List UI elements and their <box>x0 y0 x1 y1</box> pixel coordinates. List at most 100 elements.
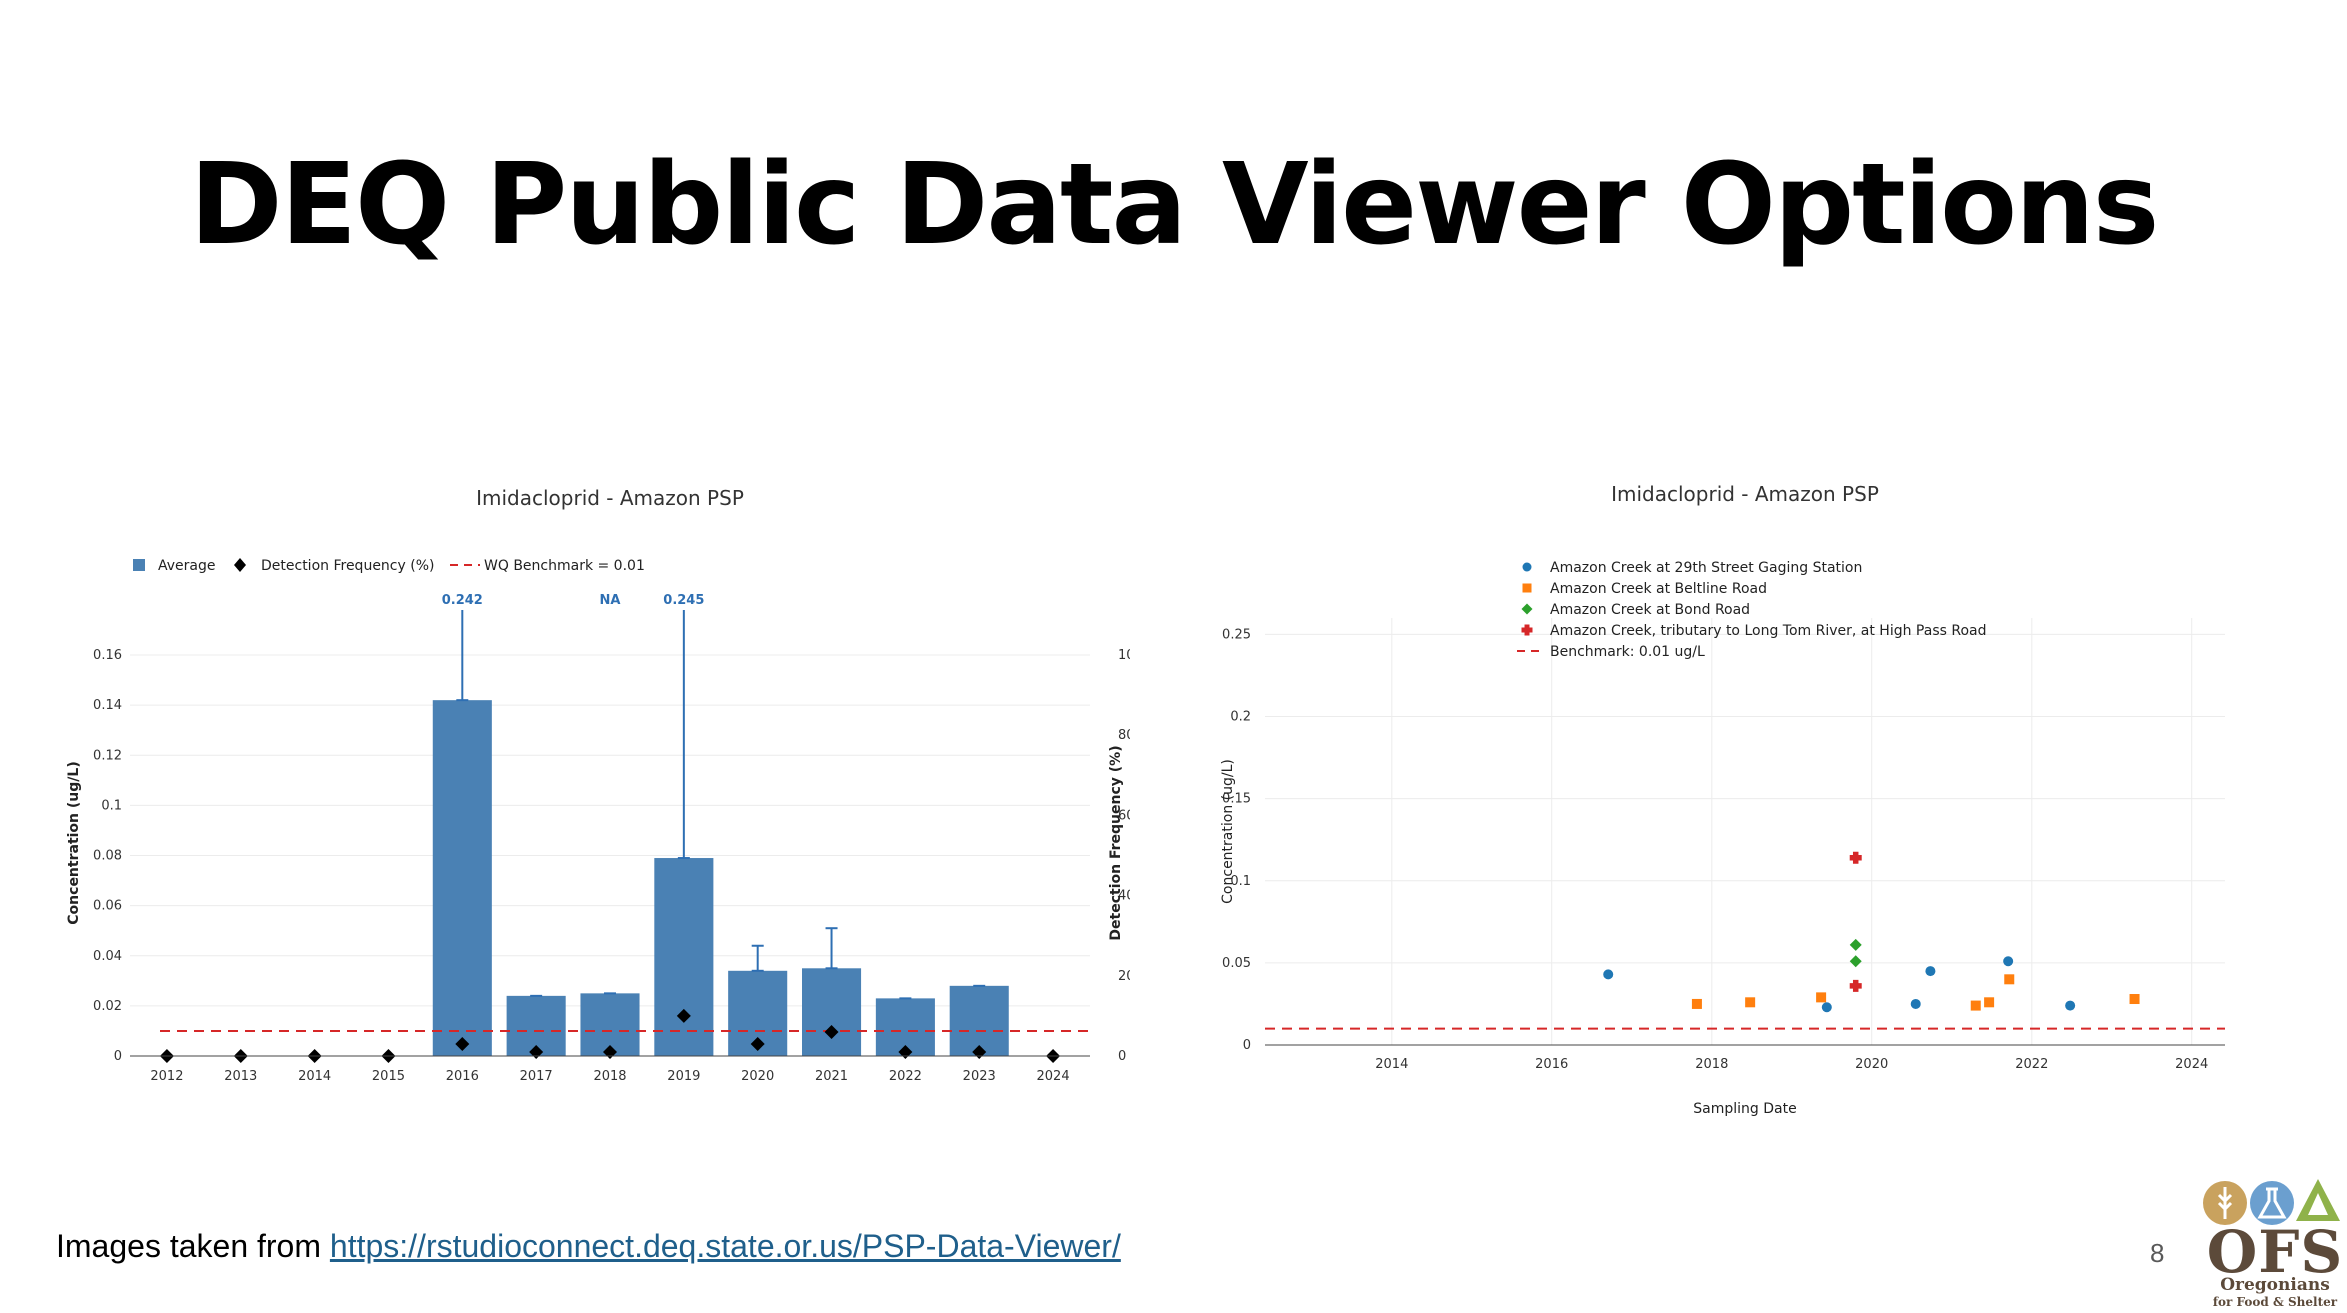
data-point <box>1745 997 1756 1008</box>
logo-letters: OFS <box>2206 1218 2344 1286</box>
legend-swatch <box>1522 583 1532 593</box>
legend-benchmark-label: WQ Benchmark = 0.01 <box>484 558 645 574</box>
data-point <box>1984 997 1995 1008</box>
y-tick-label: 0.05 <box>1222 956 1251 971</box>
x-tick-label: 2020 <box>1855 1057 1888 1072</box>
page-number: 8 <box>2150 1238 2165 1268</box>
x-tick-label: 2022 <box>2015 1057 2048 1072</box>
data-point <box>1910 998 1921 1009</box>
y2-tick-label: 100 <box>1118 648 1130 663</box>
x-tick-label: 2018 <box>1695 1057 1728 1072</box>
gridlines <box>130 654 1090 1007</box>
bar-annotation: 0.245 <box>663 593 704 608</box>
bar-annotation: NA <box>600 593 621 608</box>
y-axis-title: Concentration (ug/L) <box>66 761 82 924</box>
data-point <box>1849 979 1862 992</box>
y-tick-labels: 0 0.02 0.04 0.06 0.08 0.1 0.12 0.14 0.16 <box>93 648 122 1064</box>
x-tick-label: 2022 <box>889 1069 922 1084</box>
x-tick-label: 2024 <box>2175 1057 2208 1072</box>
detection-point <box>898 1044 913 1059</box>
bar <box>654 858 714 1056</box>
legend-detection-label: Detection Frequency (%) <box>261 558 434 574</box>
legend-label: Amazon Creek at 29th Street Gaging Stati… <box>1550 560 1862 576</box>
y-tick-label: 0.02 <box>93 999 122 1014</box>
x-tick-label: 2021 <box>815 1069 848 1084</box>
x-tick-label: 2023 <box>963 1069 996 1084</box>
data-point <box>1603 969 1614 980</box>
x-tick-label: 2017 <box>520 1069 553 1084</box>
scatter-chart: Imidacloprid - Amazon PSP 0 0.05 0.1 0.15 0.… <box>1220 482 2225 1117</box>
bar <box>802 968 862 1056</box>
data-point <box>1849 955 1862 968</box>
bar <box>432 700 492 1056</box>
y2-axis-title: Detection Frequency (%) <box>1108 745 1124 940</box>
y-tick-label: 0.15 <box>1222 792 1251 807</box>
x-tick-label: 2013 <box>224 1069 257 1084</box>
legend-swatch <box>1522 562 1532 572</box>
gridlines <box>1265 618 2225 1045</box>
x-tick-label: 2014 <box>1375 1057 1408 1072</box>
y-tick-labels: 0 0.05 0.1 0.15 0.2 0.25 <box>1222 627 1251 1053</box>
chart-title: Imidacloprid - Amazon PSP <box>1611 482 1879 506</box>
x-tick-label: 2019 <box>667 1069 700 1084</box>
y-axis-title: Concentration (ug/L) <box>1220 759 1236 904</box>
y2-tick-labels: 0 20 40 60 80 100 <box>1118 648 1130 1064</box>
detection-point <box>676 1008 691 1023</box>
logo-name: Oregonians <box>2220 1275 2330 1295</box>
x-tick-label: 2020 <box>741 1069 774 1084</box>
y-tick-label: 0.12 <box>93 748 122 763</box>
legend-swatch <box>1521 624 1533 636</box>
legend-average-swatch <box>133 559 145 571</box>
detection-point <box>972 1044 987 1059</box>
y-tick-label: 0 <box>114 1049 122 1064</box>
legend-label: Amazon Creek at Beltline Road <box>1550 581 1767 597</box>
source-link[interactable]: https://rstudioconnect.deq.state.or.us/P… <box>329 1228 1121 1264</box>
y-tick-label: 0.1 <box>101 798 122 813</box>
data-point <box>2003 956 2014 967</box>
y-tick-label: 0.16 <box>93 648 122 663</box>
y2-tick-label: 0 <box>1118 1049 1126 1064</box>
detection-point <box>824 1024 839 1039</box>
chart-title: Imidacloprid - Amazon PSP <box>476 486 744 510</box>
detection-point <box>529 1044 544 1059</box>
data-point <box>1691 998 1702 1009</box>
data-point <box>1816 992 1827 1003</box>
legend: Average Detection Frequency (%) WQ Bench… <box>133 558 645 574</box>
data-point <box>2004 974 2015 985</box>
data-point <box>1925 966 1936 977</box>
data-point <box>1970 1000 1981 1011</box>
slide-title: DEQ Public Data Viewer Options <box>189 140 2160 270</box>
legend: Amazon Creek at 29th Street Gaging Stati… <box>1517 560 1986 660</box>
legend-average-label: Average <box>158 558 216 574</box>
source-prefix: Images taken from <box>56 1228 330 1264</box>
y-tick-label: 0.14 <box>93 698 122 713</box>
y2-tick-label: 20 <box>1118 969 1130 984</box>
data-point <box>1849 938 1862 951</box>
x-tick-label: 2012 <box>150 1069 183 1084</box>
legend-detection-swatch <box>234 558 246 572</box>
source-citation: Images taken from https://rstudioconnect… <box>56 1228 1121 1265</box>
error-bars <box>456 610 986 1000</box>
legend-label: Amazon Creek at Bond Road <box>1550 602 1750 618</box>
legend-label: Benchmark: 0.01 ug/L <box>1550 644 1705 660</box>
detection-points <box>159 1008 1061 1063</box>
data-points <box>1603 851 2140 1013</box>
y2-tick-label: 60 <box>1118 808 1130 823</box>
x-tick-label: 2016 <box>446 1069 479 1084</box>
detection-point <box>455 1036 470 1051</box>
x-tick-label: 2014 <box>298 1069 331 1084</box>
y-tick-label: 0 <box>1243 1038 1251 1053</box>
x-tick-label: 2024 <box>1037 1069 1070 1084</box>
x-tick-labels: 2014 2016 2018 2020 2022 2024 <box>1375 1057 2208 1072</box>
y-tick-label: 0.06 <box>93 899 122 914</box>
bar-annotation: 0.242 <box>442 593 483 608</box>
y-tick-label: 0.08 <box>93 849 122 864</box>
x-tick-label: 2018 <box>593 1069 626 1084</box>
x-tick-label: 2016 <box>1535 1057 1568 1072</box>
detection-point <box>603 1044 617 1059</box>
ofs-logo-icon <box>2203 1179 2340 1225</box>
data-point <box>2129 994 2140 1005</box>
y-tick-label: 0.04 <box>93 949 122 964</box>
legend-label: Amazon Creek, tributary to Long Tom Rive… <box>1550 623 1986 639</box>
bar-annotations: 0.242 NA 0.245 <box>442 593 705 608</box>
